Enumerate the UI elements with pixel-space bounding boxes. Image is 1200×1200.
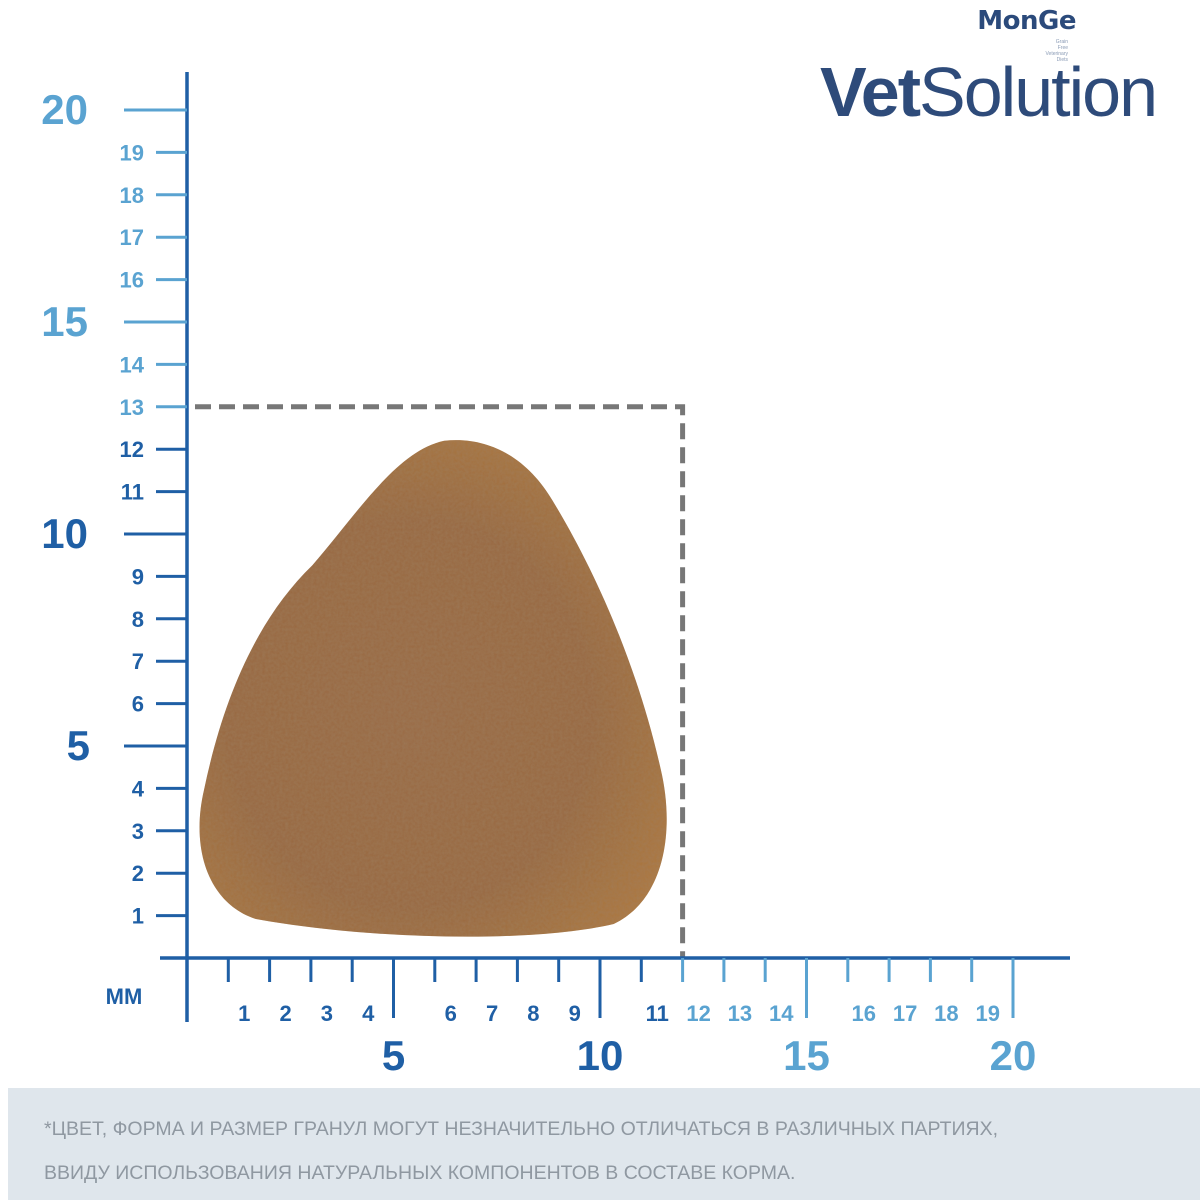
horizontal-tick-label: 4 (362, 1001, 375, 1026)
vertical-tick-label: 16 (120, 268, 144, 293)
horizontal-tick-label: 19 (975, 1001, 999, 1026)
vertical-tick-label: 12 (120, 437, 144, 462)
horizontal-major-label: 10 (577, 1032, 624, 1079)
disclaimer-line-2: ввиду использования натуральных компонен… (44, 1162, 796, 1184)
vertical-major-label: 5 (67, 722, 90, 769)
horizontal-tick-label: 17 (893, 1001, 917, 1026)
horizontal-tick-label: 9 (569, 1001, 581, 1026)
horizontal-tick-label: 7 (486, 1001, 498, 1026)
kibble-granule (199, 440, 667, 937)
horizontal-major-label: 15 (783, 1032, 830, 1079)
vertical-tick-label: 7 (132, 649, 144, 674)
vertical-major-label: 10 (41, 510, 88, 557)
vertical-tick-label: 11 (121, 480, 144, 505)
horizontal-major-label: 5 (382, 1032, 405, 1079)
horizontal-tick-label: 2 (279, 1001, 291, 1026)
vertical-tick-label: 8 (132, 607, 144, 632)
vet-text: Vet (819, 53, 921, 131)
vertical-tick-label: 6 (132, 692, 144, 717)
horizontal-tick-label: 1 (238, 1001, 250, 1026)
vertical-tick-label: 4 (132, 776, 145, 801)
axes-layer (124, 72, 1070, 1022)
vertical-major-label: 15 (41, 298, 88, 345)
monge-tagline: Grain Free Veterinary Diets (1045, 39, 1068, 63)
disclaimer-line-1: *Цвет, форма и размер гранул могут незна… (44, 1118, 999, 1140)
unit-label: ММ (106, 984, 143, 1009)
solution-text: Solution (919, 53, 1158, 131)
vertical-tick-label: 9 (132, 564, 144, 589)
vetsolution-logo: VetSolution (819, 52, 1158, 132)
horizontal-tick-label: 14 (769, 1001, 794, 1026)
horizontal-tick-label: 13 (728, 1001, 752, 1026)
horizontal-tick-label: 11 (646, 1001, 669, 1026)
horizontal-tick-label: 8 (527, 1001, 539, 1026)
kibble-layer (199, 440, 667, 937)
vertical-tick-label: 19 (120, 140, 144, 165)
horizontal-tick-label: 3 (321, 1001, 333, 1026)
horizontal-tick-label: 12 (686, 1001, 710, 1026)
vertical-tick-label: 17 (120, 225, 144, 250)
horizontal-tick-label: 6 (445, 1001, 457, 1026)
monge-logo-text: MonGe (977, 6, 1076, 36)
vertical-tick-label: 3 (132, 819, 144, 844)
vertical-tick-label: 2 (132, 861, 144, 886)
horizontal-major-label: 20 (990, 1032, 1037, 1079)
vertical-tick-label: 13 (120, 395, 144, 420)
vertical-tick-label: 18 (120, 183, 144, 208)
vertical-tick-label: 1 (132, 904, 144, 929)
vertical-major-label: 20 (41, 86, 88, 133)
disclaimer-panel: *Цвет, форма и размер гранул могут незна… (8, 1088, 1200, 1200)
kibble-size-outline (195, 404, 686, 958)
vertical-tick-label: 14 (120, 352, 145, 377)
horizontal-tick-label: 18 (934, 1001, 958, 1026)
horizontal-tick-label: 16 (852, 1001, 876, 1026)
